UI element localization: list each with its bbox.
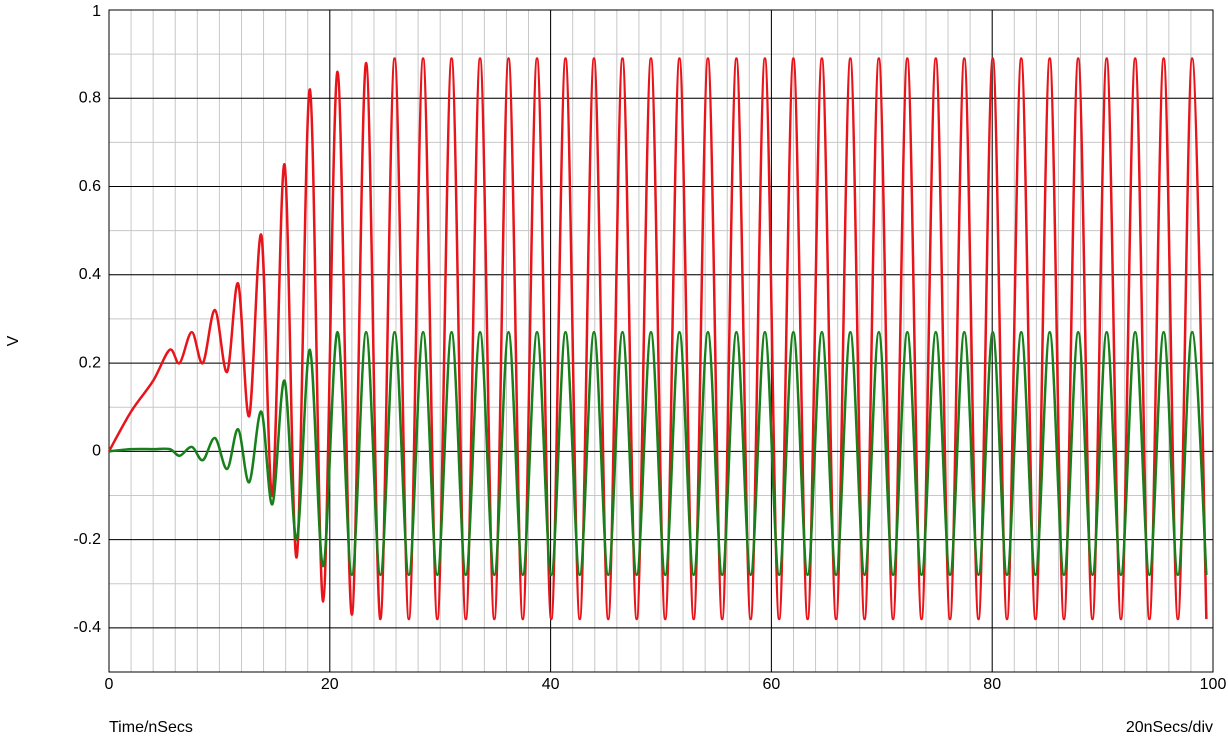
y-tick-label: 0 (92, 443, 101, 460)
series-line (107, 57, 1208, 621)
y-tick-label: 1 (92, 3, 101, 20)
x-axis-label: Time/nSecs (109, 719, 193, 736)
y-tick-label: -0.2 (73, 531, 101, 548)
series-line (108, 330, 1208, 577)
x-tick-label: 80 (983, 676, 1001, 693)
x-tick-label: 60 (763, 676, 781, 693)
plot-frame (108, 9, 1214, 673)
y-axis-label: V (5, 335, 22, 346)
y-tick-label: 0.6 (79, 178, 101, 195)
y-tick-label: 0.8 (79, 89, 101, 106)
x-tick-label: 40 (542, 676, 560, 693)
annotation: 20nSecs/div (1126, 719, 1213, 736)
x-tick-label: 20 (321, 676, 339, 693)
y-tick-label: -0.4 (73, 619, 101, 636)
x-tick-label: 0 (105, 676, 114, 693)
y-tick-label: 0.2 (79, 354, 101, 371)
x-tick-label: 100 (1200, 676, 1227, 693)
y-tick-label: 0.4 (79, 266, 101, 283)
